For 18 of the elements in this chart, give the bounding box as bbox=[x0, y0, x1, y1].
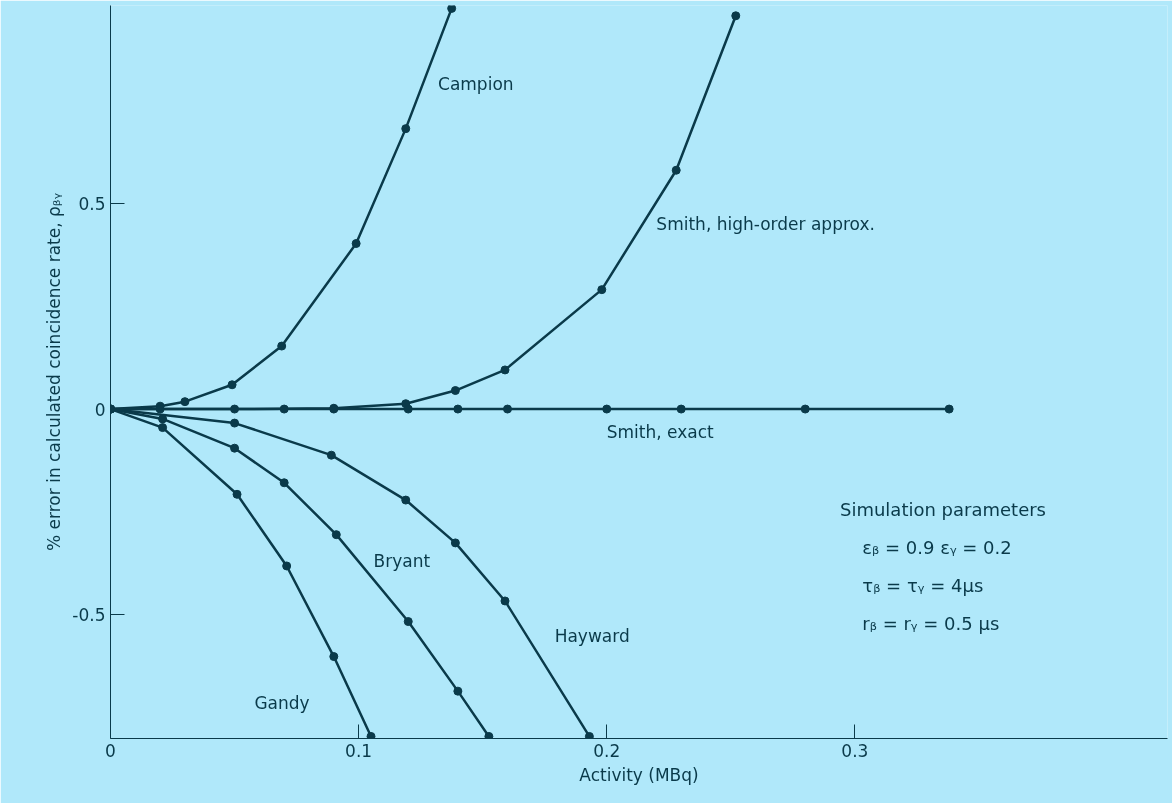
x-tick-label: 0.3 bbox=[841, 740, 869, 761]
series-label: Hayward bbox=[554, 625, 630, 646]
y-tick-label: -0.5 bbox=[72, 605, 106, 626]
x-tick-label: 0.1 bbox=[345, 740, 373, 761]
annotation: rᵦ = rᵧ = 0.5 μs bbox=[862, 613, 1000, 635]
series-label: Smith, exact bbox=[606, 421, 715, 442]
series-label: Bryant bbox=[373, 551, 431, 572]
text: Gandy bbox=[254, 693, 310, 714]
series-label: Smith, high-order approx. bbox=[656, 213, 875, 234]
annotation: τᵦ = τᵧ = 4μs bbox=[862, 575, 984, 597]
x-tick-label: 0.2 bbox=[593, 740, 621, 761]
y-tick-label: 0 bbox=[94, 399, 106, 420]
y-axis-title: % error in calculated coincidence rate, ρᵦᵧ bbox=[44, 192, 65, 551]
y-tick-label: 0.5 bbox=[78, 193, 106, 214]
annotation: Simulation parameters bbox=[839, 499, 1046, 521]
series-label: Campion bbox=[438, 73, 514, 94]
x-axis-title: Activity (MBq) bbox=[579, 764, 699, 785]
annotation: εᵦ = 0.9 εᵧ = 0.2 bbox=[862, 537, 1012, 559]
